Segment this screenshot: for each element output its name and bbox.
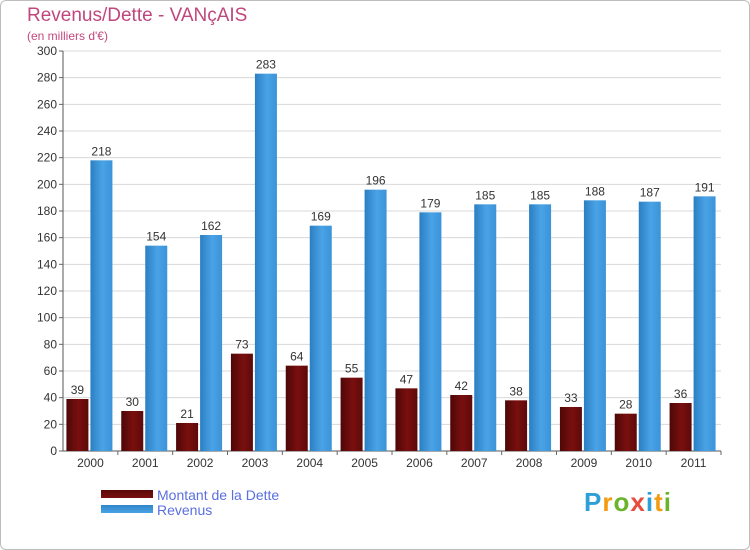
chart-subtitle: (en milliers d'€) [27, 29, 108, 43]
debt-bar [505, 400, 528, 451]
y-tick-label: 260 [37, 97, 57, 111]
y-tick-label: 220 [37, 151, 57, 165]
y-tick-label: 200 [37, 177, 57, 191]
y-tick-label: 180 [37, 204, 57, 218]
debt-value-label: 30 [126, 395, 140, 409]
debt-bar [669, 403, 692, 451]
x-tick-label: 2006 [406, 456, 433, 470]
logo-letter: P [584, 487, 603, 517]
y-tick-label: 140 [37, 257, 57, 271]
revenue-bar [693, 196, 716, 451]
x-tick-label: 2003 [242, 456, 269, 470]
debt-bar [340, 377, 363, 451]
revenue-bar [254, 73, 277, 452]
x-tick-label: 2004 [296, 456, 323, 470]
x-tick-label: 2011 [681, 456, 707, 470]
logo-letter: i [645, 487, 655, 517]
x-tick-label: 2009 [571, 456, 598, 470]
y-tick-label: 300 [37, 44, 57, 58]
legend-swatch-debt [101, 490, 153, 498]
debt-bar [614, 413, 637, 451]
debt-bar [450, 395, 473, 451]
revenue-value-label: 196 [366, 174, 386, 188]
debt-value-label: 39 [71, 383, 85, 397]
debt-value-label: 28 [619, 398, 633, 412]
legend-label-debt: Montant de la Dette [157, 487, 280, 503]
logo-letter: o [613, 487, 631, 517]
debt-bar [230, 353, 253, 451]
debt-value-label: 55 [345, 362, 359, 376]
logo-letter: x [630, 487, 646, 517]
revenue-value-label: 185 [530, 188, 550, 202]
revenue-value-label: 179 [420, 196, 440, 210]
y-tick-label: 120 [37, 284, 57, 298]
logo-letter: t [654, 487, 664, 517]
y-tick-label: 60 [44, 364, 58, 378]
debt-value-label: 73 [235, 338, 249, 352]
proxiti-logo: Proxiti [584, 487, 672, 518]
revenue-bar [364, 189, 387, 451]
debt-value-label: 64 [290, 350, 304, 364]
x-tick-label: 2008 [516, 456, 543, 470]
legend-swatch-revenue [101, 505, 153, 513]
debt-bar [559, 407, 582, 451]
x-tick-label: 2001 [132, 456, 159, 470]
revenue-value-label: 188 [585, 184, 605, 198]
revenue-value-label: 185 [475, 188, 495, 202]
revenue-bar [200, 235, 223, 451]
revenue-bar [309, 225, 332, 451]
debt-bar [176, 423, 199, 451]
y-tick-label: 20 [44, 417, 58, 431]
debt-value-label: 42 [455, 379, 469, 393]
logo-letter: r [602, 487, 614, 517]
debt-bar [121, 411, 144, 451]
revenue-value-label: 154 [146, 230, 166, 244]
revenue-bar [419, 212, 442, 451]
debt-value-label: 33 [564, 391, 578, 405]
revenue-value-label: 191 [695, 180, 715, 194]
revenue-value-label: 169 [311, 210, 331, 224]
legend-label-revenue: Revenus [157, 502, 213, 518]
debt-bar [66, 399, 89, 451]
x-tick-label: 2002 [187, 456, 214, 470]
logo-letter: i [663, 487, 672, 517]
revenue-bar [90, 160, 113, 452]
revenue-value-label: 187 [640, 186, 660, 200]
x-tick-label: 2007 [461, 456, 488, 470]
revenue-value-label: 218 [91, 144, 111, 158]
revenue-bar [145, 245, 168, 451]
x-tick-label: 2005 [351, 456, 378, 470]
revenue-bar [474, 204, 497, 451]
revenue-bar [583, 200, 606, 451]
revenue-bar [638, 201, 661, 451]
y-tick-label: 0 [50, 444, 57, 458]
revenue-value-label: 162 [201, 219, 221, 233]
debt-bar [285, 365, 308, 451]
debt-value-label: 47 [400, 372, 414, 386]
y-tick-label: 160 [37, 231, 57, 245]
revenue-bar [529, 204, 552, 451]
debt-bar [395, 388, 418, 451]
x-tick-label: 2010 [625, 456, 652, 470]
revenue-value-label: 283 [256, 58, 276, 72]
y-tick-label: 280 [37, 71, 57, 85]
debt-value-label: 38 [509, 384, 523, 398]
chart-title: Revenus/Dette - VANçAIS [27, 5, 248, 26]
debt-value-label: 21 [180, 407, 194, 421]
debt-value-label: 36 [674, 387, 688, 401]
y-tick-label: 240 [37, 124, 57, 138]
x-tick-label: 2000 [77, 456, 104, 470]
y-tick-label: 80 [44, 337, 58, 351]
y-tick-label: 40 [44, 391, 58, 405]
y-tick-label: 100 [37, 311, 57, 325]
